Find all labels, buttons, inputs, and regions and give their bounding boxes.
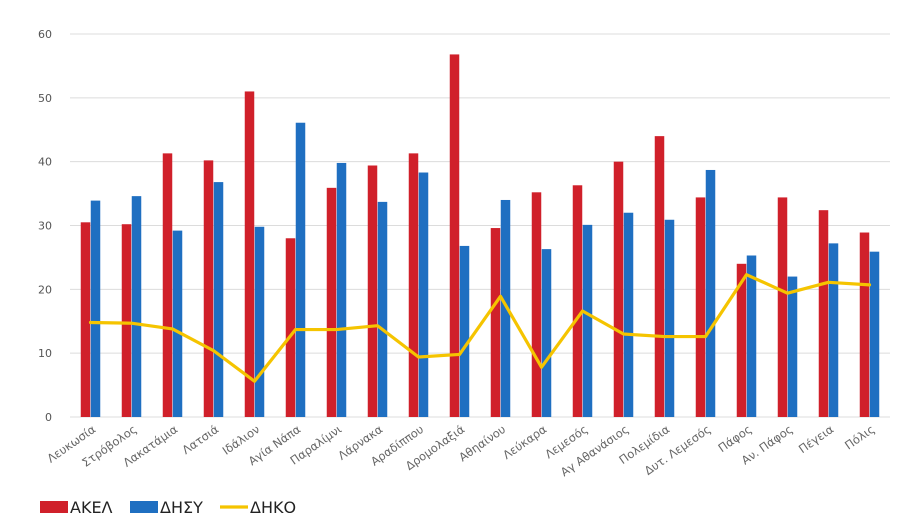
bar-ΔΗΣΥ-5 bbox=[295, 122, 306, 417]
legend-label: ΔΗΚΟ bbox=[250, 498, 296, 517]
y-tick-label: 20 bbox=[38, 283, 52, 296]
bar-ΔΗΣΥ-9 bbox=[459, 245, 470, 417]
bar-ΑΚΕΛ-16 bbox=[736, 263, 747, 417]
bar-ΑΚΕΛ-0 bbox=[80, 222, 91, 417]
bar-ΔΗΣΥ-11 bbox=[541, 249, 552, 417]
y-tick-label: 50 bbox=[38, 92, 52, 105]
bar-ΑΚΕΛ-5 bbox=[285, 238, 296, 417]
bar-ΔΗΣΥ-10 bbox=[500, 199, 511, 417]
x-tick-label: Λεύκαρα bbox=[500, 422, 549, 462]
bar-ΔΗΣΥ-8 bbox=[418, 172, 429, 417]
y-tick-label: 40 bbox=[38, 156, 52, 169]
y-tick-label: 30 bbox=[38, 220, 52, 233]
bar-ΔΗΣΥ-13 bbox=[623, 212, 634, 417]
y-tick-label: 10 bbox=[38, 347, 52, 360]
x-tick-label: Αθηαίνου bbox=[456, 422, 508, 464]
bar-ΑΚΕΛ-9 bbox=[449, 54, 460, 417]
bar-ΔΗΣΥ-2 bbox=[172, 230, 183, 417]
legend-label: ΔΗΣΥ bbox=[160, 498, 203, 517]
bar-ΑΚΕΛ-6 bbox=[326, 187, 337, 417]
bar-ΔΗΣΥ-14 bbox=[664, 219, 675, 417]
legend-swatch bbox=[40, 501, 68, 513]
bar-ΑΚΕΛ-17 bbox=[777, 197, 788, 417]
x-tick-label: Πέγεια bbox=[796, 422, 837, 456]
legend: ΑΚΕΛ ΔΗΣΥ ΔΗΚΟ bbox=[40, 498, 296, 517]
y-axis-ticks: 0 10 20 30 40 50 60 bbox=[38, 28, 52, 424]
bars bbox=[80, 54, 880, 417]
bar-ΑΚΕΛ-12 bbox=[572, 185, 583, 417]
y-tick-label: 60 bbox=[38, 28, 52, 41]
bar-ΔΗΣΥ-0 bbox=[90, 200, 101, 417]
bar-ΑΚΕΛ-3 bbox=[203, 160, 214, 417]
bar-ΔΗΣΥ-19 bbox=[869, 251, 880, 417]
x-tick-label: Πόλις bbox=[842, 422, 877, 452]
bar-ΔΗΣΥ-17 bbox=[787, 276, 798, 417]
bar-ΑΚΕΛ-10 bbox=[490, 228, 501, 417]
legend-label: ΑΚΕΛ bbox=[70, 498, 113, 517]
bar-ΔΗΣΥ-3 bbox=[213, 182, 224, 417]
bar-ΑΚΕΛ-1 bbox=[121, 224, 132, 417]
bar-ΑΚΕΛ-15 bbox=[695, 197, 706, 417]
x-tick-label: Λατσιά bbox=[179, 422, 221, 457]
bar-ΑΚΕΛ-11 bbox=[531, 192, 542, 417]
bar-ΔΗΣΥ-7 bbox=[377, 201, 388, 417]
bar-ΑΚΕΛ-18 bbox=[818, 210, 829, 417]
line-series bbox=[88, 273, 872, 383]
bar-ΔΗΣΥ-4 bbox=[254, 226, 265, 417]
bar-ΔΗΣΥ-12 bbox=[582, 224, 593, 417]
bar-ΔΗΣΥ-1 bbox=[131, 196, 142, 417]
bar-ΑΚΕΛ-2 bbox=[162, 153, 173, 417]
bar-ΔΗΣΥ-6 bbox=[336, 162, 347, 417]
bar-ΑΚΕΛ-7 bbox=[367, 165, 378, 417]
bar-ΔΗΣΥ-16 bbox=[746, 255, 757, 417]
bar-ΑΚΕΛ-4 bbox=[244, 91, 255, 417]
legend-swatch bbox=[130, 501, 158, 513]
bar-ΔΗΣΥ-18 bbox=[828, 243, 839, 417]
grid-lines bbox=[70, 33, 890, 418]
y-tick-label: 0 bbox=[45, 411, 52, 424]
bar-ΑΚΕΛ-8 bbox=[408, 153, 419, 417]
bar-ΔΗΣΥ-15 bbox=[705, 169, 716, 417]
bar-ΑΚΕΛ-13 bbox=[613, 161, 624, 417]
bar-ΑΚΕΛ-14 bbox=[654, 136, 665, 417]
bar-ΑΚΕΛ-19 bbox=[859, 232, 870, 417]
line-ΔΗΚΟ bbox=[88, 273, 872, 383]
